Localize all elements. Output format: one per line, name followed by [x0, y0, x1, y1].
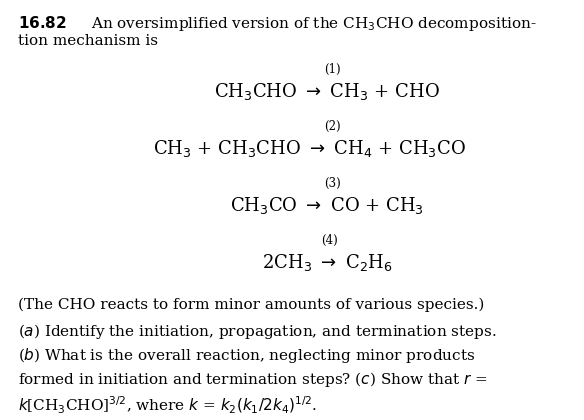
- Text: CH$_3$ + CH$_3$CHO $\rightarrow$ CH$_4$ + CH$_3$CO: CH$_3$ + CH$_3$CHO $\rightarrow$ CH$_4$ …: [153, 138, 466, 159]
- Text: $k$[CH$_3$CHO]$^{3/2}$, where $k$ = $k_2(k_1/2k_4)^{1/2}$.: $k$[CH$_3$CHO]$^{3/2}$, where $k$ = $k_2…: [18, 395, 317, 416]
- Text: CH$_3$CO $\rightarrow$ CO + CH$_3$: CH$_3$CO $\rightarrow$ CO + CH$_3$: [230, 195, 424, 216]
- Text: An oversimplified version of the CH$_3$CHO decomposition-: An oversimplified version of the CH$_3$C…: [91, 15, 536, 33]
- Text: (The CHO reacts to form minor amounts of various species.): (The CHO reacts to form minor amounts of…: [18, 297, 484, 312]
- Text: 2CH$_3$ $\rightarrow$ C$_2$H$_6$: 2CH$_3$ $\rightarrow$ C$_2$H$_6$: [262, 252, 392, 273]
- Text: formed in initiation and termination steps? ($c$) Show that $r$ =: formed in initiation and termination ste…: [18, 370, 487, 389]
- Text: $\mathbf{16.82}$: $\mathbf{16.82}$: [18, 15, 66, 31]
- Text: tion mechanism is: tion mechanism is: [18, 34, 158, 48]
- Text: (4): (4): [322, 234, 338, 247]
- Text: CH$_3$CHO $\rightarrow$ CH$_3$ + CHO: CH$_3$CHO $\rightarrow$ CH$_3$ + CHO: [214, 81, 440, 102]
- Text: (2): (2): [325, 120, 341, 133]
- Text: ($b$) What is the overall reaction, neglecting minor products: ($b$) What is the overall reaction, negl…: [18, 346, 475, 365]
- Text: ($a$) Identify the initiation, propagation, and termination steps.: ($a$) Identify the initiation, propagati…: [18, 322, 496, 341]
- Text: (3): (3): [325, 177, 341, 190]
- Text: (1): (1): [325, 63, 341, 76]
